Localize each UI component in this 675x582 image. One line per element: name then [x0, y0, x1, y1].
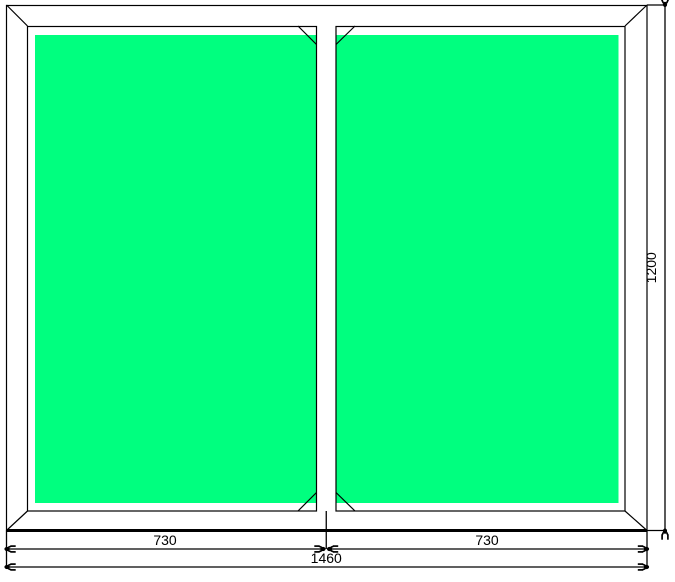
svg-text:1200: 1200 — [643, 252, 659, 283]
svg-text:1460: 1460 — [311, 550, 342, 566]
svg-text:730: 730 — [153, 532, 177, 548]
svg-text:730: 730 — [475, 532, 499, 548]
